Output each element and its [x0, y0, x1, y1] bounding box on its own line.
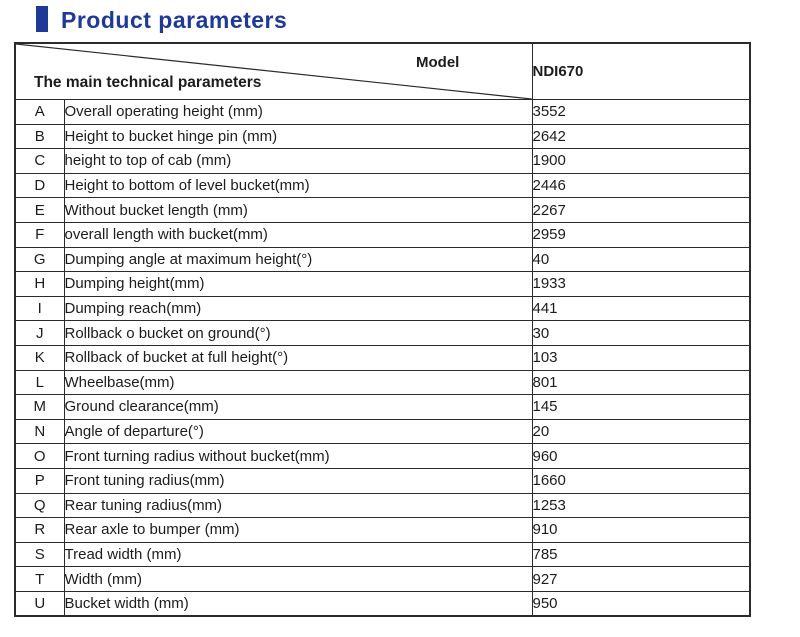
- row-letter: T: [14, 566, 65, 592]
- header-diagonal-cell: Model The main technical parameters: [14, 42, 533, 100]
- table-row: E Without bucket length (mm) 2267: [14, 197, 751, 223]
- row-parameter: Overall operating height (mm): [63, 99, 533, 125]
- table-row: Q Rear tuning radius(mm) 1253: [14, 492, 751, 519]
- row-value: 20: [531, 418, 751, 445]
- row-letter: B: [14, 123, 65, 150]
- row-value: 40: [531, 246, 751, 273]
- diagonal-divider-line: [16, 44, 531, 99]
- row-letter: O: [14, 443, 65, 469]
- table-row: C height to top of cab (mm) 1900: [14, 148, 751, 174]
- row-value: 30: [531, 320, 751, 346]
- row-letter: N: [14, 418, 65, 445]
- row-parameter: Rear tuning radius(mm): [63, 492, 533, 519]
- row-letter: E: [14, 197, 65, 223]
- table-row: M Ground clearance(mm) 145: [14, 394, 751, 420]
- row-value: 2642: [531, 123, 751, 150]
- row-letter: Q: [14, 492, 65, 519]
- row-parameter: Bucket width (mm): [63, 590, 533, 617]
- table-row: B Height to bucket hinge pin (mm) 2642: [14, 123, 751, 150]
- row-parameter: Height to bottom of level bucket(mm): [63, 172, 533, 199]
- header-model-label: Model: [416, 54, 460, 71]
- row-letter: M: [14, 394, 65, 420]
- row-letter: U: [14, 590, 65, 617]
- row-value: 910: [531, 517, 751, 543]
- row-parameter: Tread width (mm): [63, 541, 533, 568]
- row-parameter: Without bucket length (mm): [63, 197, 533, 223]
- header-model-value: NDI670: [531, 42, 751, 100]
- row-letter: H: [14, 271, 65, 297]
- row-value: 2959: [531, 221, 751, 248]
- row-letter: A: [14, 99, 65, 125]
- table-row: I Dumping reach(mm) 441: [14, 295, 751, 322]
- title-accent-bar-icon: [36, 6, 48, 32]
- table-row: K Rollback of bucket at full height(°) 1…: [14, 344, 751, 371]
- row-value: 785: [531, 541, 751, 568]
- row-value: 2267: [531, 197, 751, 223]
- row-parameter: Rollback of bucket at full height(°): [63, 344, 533, 371]
- table-row: H Dumping height(mm) 1933: [14, 271, 751, 297]
- table-row: R Rear axle to bumper (mm) 910: [14, 517, 751, 543]
- row-letter: R: [14, 517, 65, 543]
- table-row: P Front tuning radius(mm) 1660: [14, 467, 751, 494]
- row-letter: P: [14, 467, 65, 494]
- row-value: 1253: [531, 492, 751, 519]
- table-row: A Overall operating height (mm) 3552: [14, 99, 751, 125]
- row-letter: L: [14, 369, 65, 396]
- row-value: 1933: [531, 271, 751, 297]
- row-value: 2446: [531, 172, 751, 199]
- row-parameter: Rollback o bucket on ground(°): [63, 320, 533, 346]
- row-value: 1900: [531, 148, 751, 174]
- row-value: 145: [531, 394, 751, 420]
- row-letter: G: [14, 246, 65, 273]
- row-value: 927: [531, 566, 751, 592]
- row-letter: F: [14, 221, 65, 248]
- row-letter: J: [14, 320, 65, 346]
- page-header: Product parameters: [36, 4, 287, 34]
- table-row: O Front turning radius without bucket(mm…: [14, 443, 751, 469]
- row-parameter: Wheelbase(mm): [63, 369, 533, 396]
- table-row: T Width (mm) 927: [14, 566, 751, 592]
- table-row: D Height to bottom of level bucket(mm) 2…: [14, 172, 751, 199]
- row-value: 801: [531, 369, 751, 396]
- row-parameter: overall length with bucket(mm): [63, 221, 533, 248]
- row-value: 950: [531, 590, 751, 617]
- row-parameter: Width (mm): [63, 566, 533, 592]
- row-letter: D: [14, 172, 65, 199]
- row-letter: C: [14, 148, 65, 174]
- row-parameter: Dumping angle at maximum height(°): [63, 246, 533, 273]
- table-row: L Wheelbase(mm) 801: [14, 369, 751, 396]
- row-value: 441: [531, 295, 751, 322]
- row-parameter: height to top of cab (mm): [63, 148, 533, 174]
- row-value: 1660: [531, 467, 751, 494]
- row-letter: I: [14, 295, 65, 322]
- row-value: 103: [531, 344, 751, 371]
- row-letter: K: [14, 344, 65, 371]
- row-value: 3552: [531, 99, 751, 125]
- page-title: Product parameters: [61, 6, 288, 33]
- row-value: 960: [531, 443, 751, 469]
- row-parameter: Front turning radius without bucket(mm): [63, 443, 533, 469]
- table-row: S Tread width (mm) 785: [14, 541, 751, 568]
- table-row: F overall length with bucket(mm) 2959: [14, 221, 751, 248]
- row-parameter: Front tuning radius(mm): [63, 467, 533, 494]
- table-row: J Rollback o bucket on ground(°) 30: [14, 320, 751, 346]
- row-letter: S: [14, 541, 65, 568]
- table-header-row: Model The main technical parameters NDI6…: [14, 42, 751, 100]
- header-parameters-label: The main technical parameters: [34, 74, 262, 91]
- row-parameter: Dumping height(mm): [63, 271, 533, 297]
- row-parameter: Height to bucket hinge pin (mm): [63, 123, 533, 150]
- row-parameter: Dumping reach(mm): [63, 295, 533, 322]
- table-row: U Bucket width (mm) 950: [14, 590, 751, 617]
- parameters-table: Model The main technical parameters NDI6…: [14, 42, 751, 618]
- table-row: N Angle of departure(°) 20: [14, 418, 751, 445]
- row-parameter: Ground clearance(mm): [63, 394, 533, 420]
- row-parameter: Angle of departure(°): [63, 418, 533, 445]
- row-parameter: Rear axle to bumper (mm): [63, 517, 533, 543]
- table-row: G Dumping angle at maximum height(°) 40: [14, 246, 751, 273]
